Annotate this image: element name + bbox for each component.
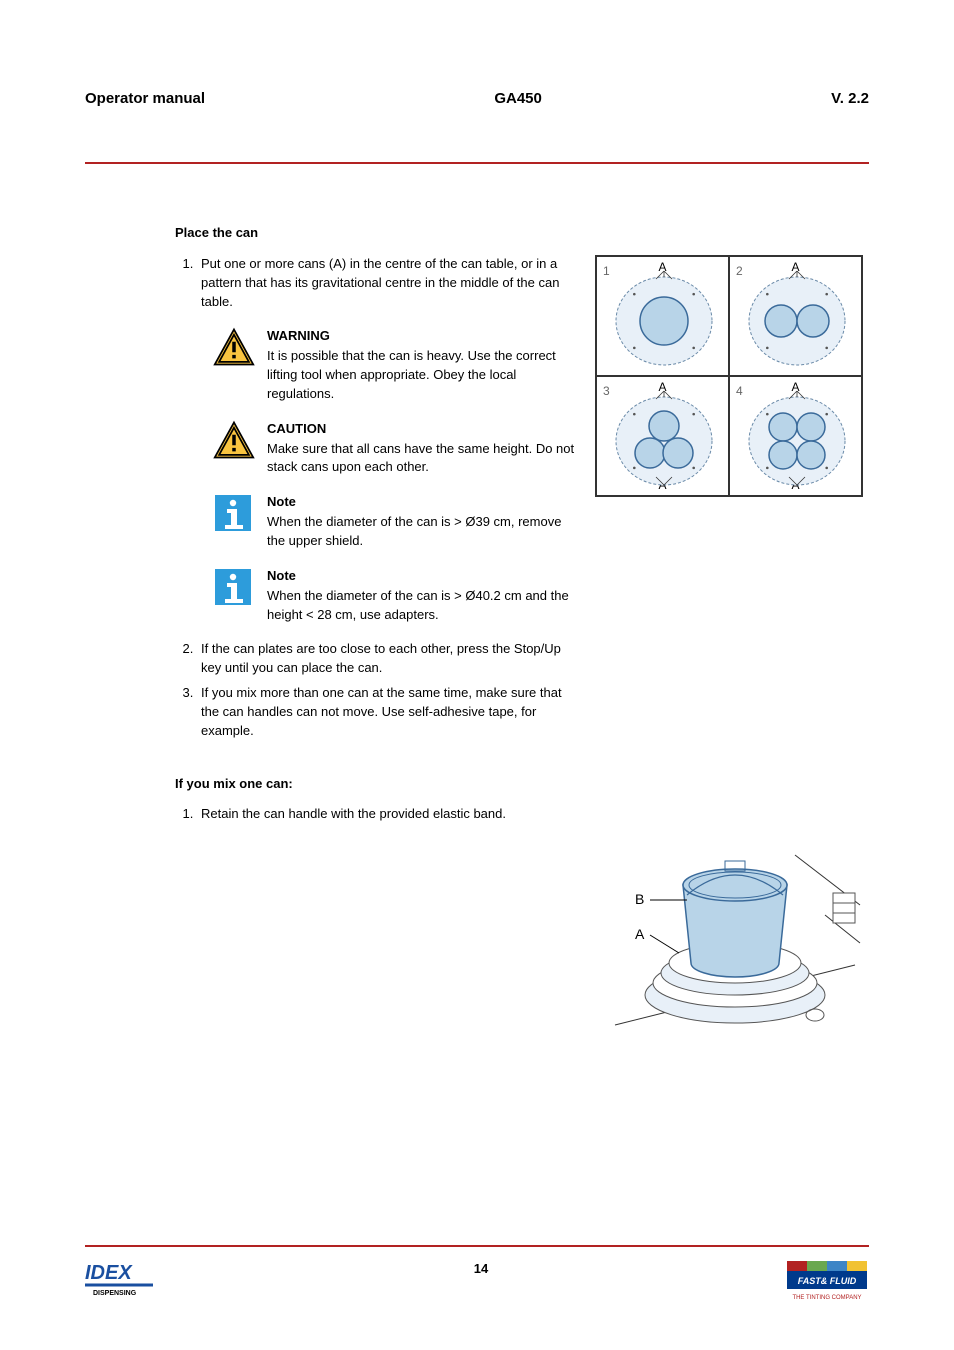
diagram-cell-4: 4 A A xyxy=(729,376,862,496)
figure-label-a: A xyxy=(635,926,645,942)
step-3: If you mix more than one can at the same… xyxy=(197,684,575,741)
step-1: Put one or more cans (A) in the centre o… xyxy=(197,255,575,312)
caution-icon xyxy=(213,420,255,460)
warning-icon xyxy=(213,327,255,367)
page-number: 14 xyxy=(474,1261,488,1276)
callout-body: When the diameter of the can is > Ø39 cm… xyxy=(267,513,575,551)
callout-title: WARNING xyxy=(267,327,575,346)
header-center: GA450 xyxy=(494,90,542,107)
section2-steps: Retain the can handle with the provided … xyxy=(175,805,575,824)
footer-rule xyxy=(85,1245,869,1247)
page-footer: IDEX DISPENSING 14 FAST& FLUID THE TINTI… xyxy=(85,1245,869,1310)
callout-body: When the diameter of the can is > Ø40.2 … xyxy=(267,587,575,625)
section2-step-1: Retain the can handle with the provided … xyxy=(197,805,575,824)
section1-steps: Put one or more cans (A) in the centre o… xyxy=(175,255,575,312)
svg-text:IDEX: IDEX xyxy=(85,1262,133,1284)
diagram-cell-1: 1 A xyxy=(596,256,729,376)
idex-logo: IDEX DISPENSING xyxy=(85,1261,175,1306)
note-callout: Note When the diameter of the can is > Ø… xyxy=(213,567,575,625)
note-callout: Note When the diameter of the can is > Ø… xyxy=(213,493,575,551)
header-rule xyxy=(85,162,869,164)
note-icon xyxy=(213,493,255,533)
diagram-cell-3: 3 A A xyxy=(596,376,729,496)
callout-body: It is possible that the can is heavy. Us… xyxy=(267,347,575,404)
svg-text:THE TINTING COMPANY: THE TINTING COMPANY xyxy=(792,1295,861,1301)
can-pattern-diagram: 1 A 2 A 3 A A 4 A A xyxy=(595,255,863,497)
page-header: Operator manual GA450 V. 2.2 xyxy=(85,90,869,162)
step-2: If the can plates are too close to each … xyxy=(197,640,575,678)
fast-fluid-logo: FAST& FLUID THE TINTING COMPANY xyxy=(787,1261,869,1310)
callout-title: Note xyxy=(267,493,575,512)
can-on-table-figure: B A xyxy=(595,805,863,1045)
warning-callout: WARNING It is possible that the can is h… xyxy=(213,327,575,403)
section1-steps-cont: If the can plates are too close to each … xyxy=(175,640,575,740)
svg-text:DISPENSING: DISPENSING xyxy=(93,1290,137,1297)
section2-title: If you mix one can: xyxy=(175,775,869,794)
callout-title: Note xyxy=(267,567,575,586)
callout-title: CAUTION xyxy=(267,420,575,439)
callout-body: Make sure that all cans have the same he… xyxy=(267,440,575,478)
diagram-cell-2: 2 A xyxy=(729,256,862,376)
note-icon xyxy=(213,567,255,607)
figure-label-b: B xyxy=(635,891,644,907)
section1-title: Place the can xyxy=(175,224,869,243)
caution-callout: CAUTION Make sure that all cans have the… xyxy=(213,420,575,478)
svg-text:FAST& FLUID: FAST& FLUID xyxy=(798,1276,857,1286)
header-right: V. 2.2 xyxy=(831,90,869,107)
header-left: Operator manual xyxy=(85,90,205,107)
